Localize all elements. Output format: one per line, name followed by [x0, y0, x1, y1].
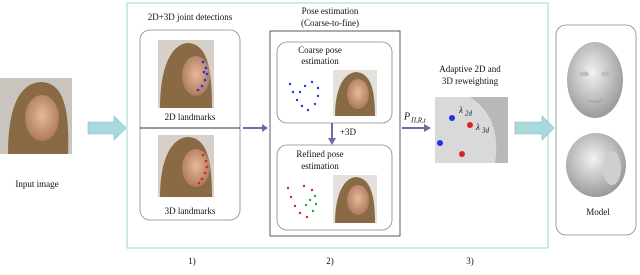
- input-photo: [0, 78, 72, 154]
- coarse-label: estimation: [301, 56, 339, 66]
- arrow: [87, 115, 127, 141]
- refined-label: Refined pose: [296, 149, 343, 159]
- step-label: 3): [466, 256, 474, 266]
- step-label: 1): [188, 256, 196, 266]
- stage1-box: [139, 29, 241, 221]
- refined-photo: [333, 175, 377, 223]
- lambda-2d-subscript: 2d: [465, 110, 473, 118]
- lambda-2d: λ: [458, 105, 463, 115]
- photo-2d: [158, 40, 214, 108]
- plus-3d-label: +3D: [340, 127, 357, 137]
- coarse-points: [288, 80, 320, 112]
- refined-box: [276, 144, 393, 231]
- lambda-3d-subscript: 3d: [481, 127, 490, 135]
- coarse-box: [276, 41, 393, 124]
- stage1-title: 2D+3D joint detections: [148, 12, 233, 22]
- coarse-photo: [333, 70, 377, 116]
- stage3-title: 3D reweighting: [442, 76, 499, 86]
- model-label: Model: [586, 207, 610, 217]
- stage3-title: Adaptive 2D and: [439, 64, 501, 74]
- photo-3d: [158, 135, 214, 197]
- input-label: Input image: [15, 179, 58, 189]
- arrow-head: [262, 124, 268, 132]
- arrow: [514, 115, 555, 141]
- face-crop: [435, 97, 508, 163]
- stage1-top-label: 2D landmarks: [165, 112, 216, 122]
- coarse-label: Coarse pose: [298, 45, 342, 55]
- lambda-3d: λ: [475, 122, 480, 132]
- stage2-box: [269, 30, 401, 237]
- stage1-bottom-label: 3D landmarks: [165, 206, 216, 216]
- stage2-subtitle: (Coarse-to-fine): [301, 18, 359, 28]
- arrow-head: [424, 124, 431, 132]
- projection-symbol: P: [403, 111, 410, 122]
- model-render: [566, 42, 626, 197]
- stage2-title: Pose estimation: [302, 6, 359, 16]
- step-label: 2): [326, 256, 334, 266]
- refined-points: [286, 184, 318, 219]
- model-box: [555, 24, 637, 236]
- arrow-head: [328, 138, 336, 145]
- projection-subscript: Π,R,t: [410, 117, 427, 125]
- refined-label: estimation: [301, 161, 339, 171]
